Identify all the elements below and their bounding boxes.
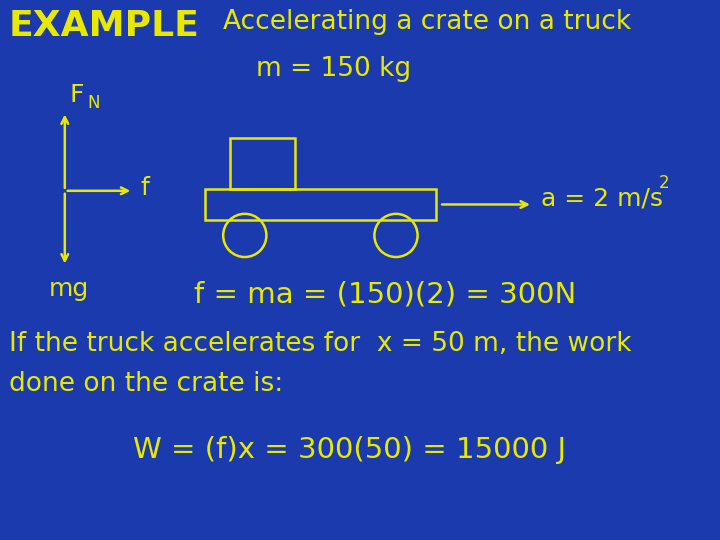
Text: mg: mg [49, 277, 89, 301]
Text: F: F [70, 83, 84, 107]
Text: If the truck accelerates for  x = 50 m, the work: If the truck accelerates for x = 50 m, t… [9, 331, 631, 357]
Bar [230, 138, 295, 190]
Text: W = (f)x = 300(50) = 15000 J: W = (f)x = 300(50) = 15000 J [133, 436, 567, 464]
Text: m = 150 kg: m = 150 kg [256, 56, 410, 82]
Bar [205, 190, 436, 220]
Text: f: f [140, 176, 149, 200]
Text: a = 2 m/s: a = 2 m/s [541, 187, 663, 211]
Text: Accelerating a crate on a truck: Accelerating a crate on a truck [223, 9, 631, 35]
Text: 2: 2 [659, 174, 670, 192]
Text: done on the crate is:: done on the crate is: [9, 371, 283, 397]
Text: f = ma = (150)(2) = 300N: f = ma = (150)(2) = 300N [194, 281, 577, 309]
Text: N: N [88, 93, 100, 112]
Text: EXAMPLE: EXAMPLE [9, 9, 199, 43]
